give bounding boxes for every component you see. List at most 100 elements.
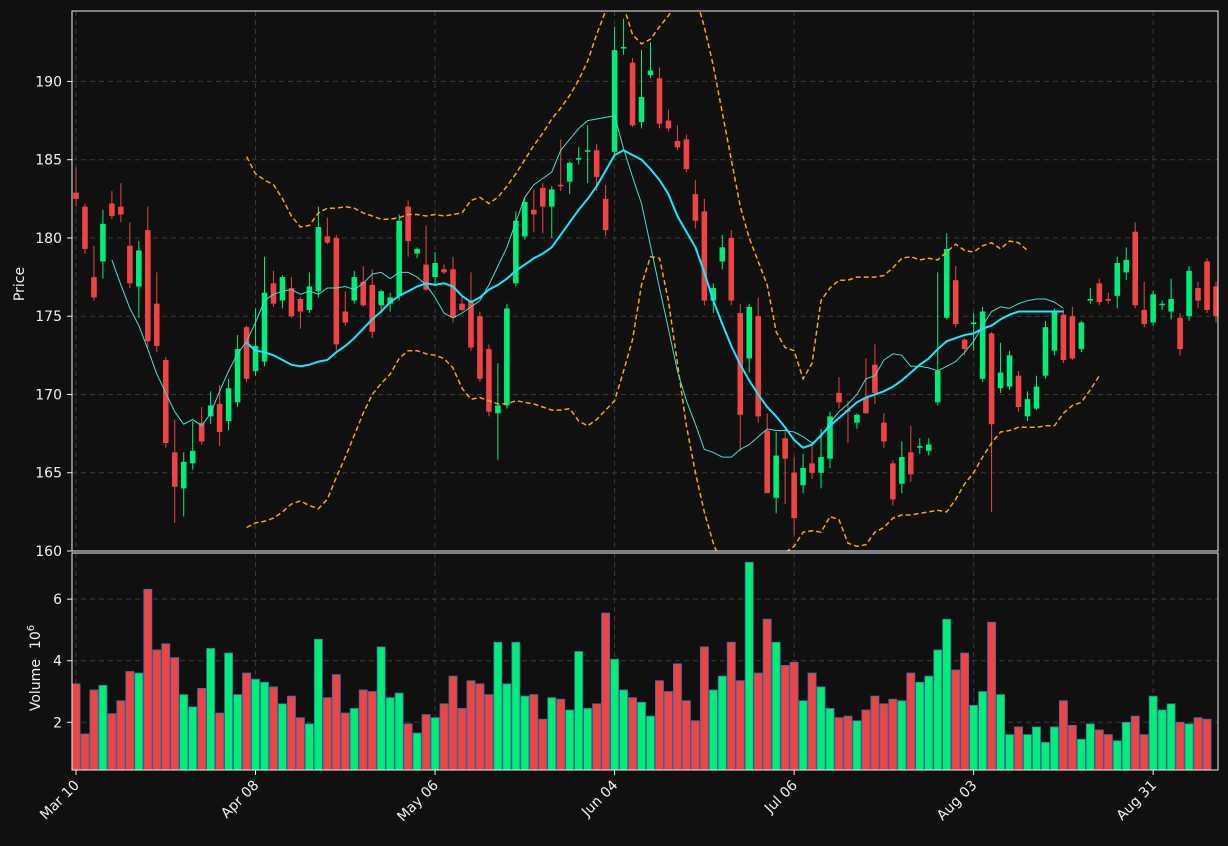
volume-bar: [340, 712, 350, 771]
candle-body: [450, 269, 456, 318]
volume-bar: [592, 703, 602, 771]
volume-bar: [412, 732, 422, 771]
candle-body: [890, 463, 896, 500]
volume-bar: [367, 691, 377, 771]
candle-body: [468, 300, 474, 348]
volume-bar: [80, 733, 90, 771]
volume-bar: [98, 684, 108, 771]
volume-bar: [753, 672, 763, 771]
candle-body: [1078, 322, 1085, 350]
volume-bar: [1157, 709, 1167, 771]
slow-moving-average-line: [245, 149, 1064, 449]
candle-body: [584, 150, 591, 152]
volume-bar: [215, 712, 225, 771]
candle-body: [207, 405, 214, 417]
volume-bar: [1175, 721, 1185, 771]
candle-body: [925, 444, 932, 451]
volume-bar: [385, 697, 395, 771]
volume-bar: [870, 695, 880, 771]
volume-bar: [1094, 729, 1104, 771]
volume-label-text: Volume: [28, 659, 44, 711]
volume-bar: [1202, 718, 1212, 771]
candle-body: [360, 281, 367, 306]
volume-bar: [269, 686, 278, 771]
candle-body: [1195, 288, 1201, 301]
candle-body: [315, 227, 322, 292]
candle-body: [1177, 317, 1183, 350]
volume-bar: [511, 641, 521, 771]
volume-bar: [987, 621, 997, 771]
candle-body: [1051, 311, 1058, 351]
volume-bar: [125, 671, 135, 771]
volume-bar: [143, 588, 153, 771]
volume-bar: [1005, 734, 1014, 771]
volume-bar: [224, 652, 234, 771]
candle-body: [539, 187, 546, 207]
volume-bar: [762, 618, 772, 771]
candle-body: [934, 371, 941, 403]
candle-body: [755, 316, 761, 417]
candle-body: [1096, 283, 1103, 303]
candle-body: [997, 372, 1004, 389]
candle-body: [863, 397, 869, 414]
candle-body: [1114, 263, 1121, 296]
candle-body: [674, 140, 681, 148]
price-tick-label: 180: [35, 231, 62, 247]
candle-body: [324, 236, 331, 243]
candle-body: [611, 50, 618, 152]
candle-body: [243, 327, 250, 379]
volume-bar: [834, 717, 844, 771]
candle-body: [342, 311, 349, 323]
candle-body: [943, 248, 950, 318]
volume-bar: [430, 717, 440, 771]
volume-bar: [897, 700, 907, 771]
price-tick-label: 170: [35, 387, 62, 403]
volume-bar: [1148, 695, 1158, 771]
volume-bar: [502, 683, 512, 771]
volume-bar: [942, 618, 952, 771]
candle-body: [692, 194, 699, 221]
volume-bar: [1067, 724, 1077, 771]
candle-body: [225, 388, 232, 422]
volume-bar: [71, 683, 81, 771]
candle-body: [979, 311, 986, 379]
candle-body: [1150, 294, 1156, 323]
volume-bar: [313, 638, 323, 771]
volume-bar: [610, 658, 620, 771]
volume-bar: [322, 697, 332, 771]
volume-bar: [358, 689, 368, 771]
volume-bar: [493, 641, 503, 771]
volume-bar: [1023, 734, 1032, 771]
volume-bar: [1103, 734, 1113, 771]
volume-bar: [951, 669, 961, 771]
candle-body: [154, 303, 160, 346]
candle-body: [234, 349, 241, 403]
volume-bar: [735, 680, 745, 771]
volume-bar: [448, 675, 458, 771]
price-tick-label: 190: [35, 74, 62, 90]
candle-body: [899, 457, 905, 484]
candle-body: [1069, 316, 1076, 359]
candle-body: [629, 62, 636, 126]
volume-bar: [619, 689, 628, 771]
volume-bar: [1032, 726, 1041, 771]
volume-bar: [1166, 703, 1176, 771]
volume-bar: [960, 652, 970, 771]
candle-body: [459, 303, 465, 310]
candle-body: [477, 316, 483, 379]
volume-bar: [933, 649, 943, 771]
volume-bar: [529, 694, 539, 771]
candle-body: [351, 277, 358, 301]
volume-bar: [394, 692, 404, 771]
volume-bar: [672, 663, 682, 771]
volume-bar: [771, 641, 781, 771]
volume-bar: [637, 701, 646, 771]
volume-bar: [251, 678, 260, 771]
volume-bar: [861, 709, 871, 771]
price-series: [73, 11, 1218, 551]
candle-body: [1213, 286, 1218, 317]
volume-bar: [134, 672, 144, 771]
candle-body: [216, 403, 223, 433]
candle-body: [171, 452, 178, 487]
candle-body: [1060, 314, 1067, 361]
